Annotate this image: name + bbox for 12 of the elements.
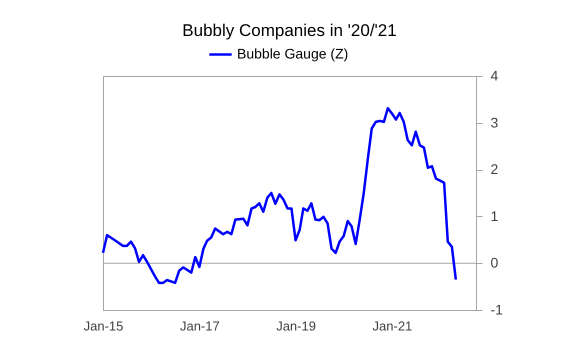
x-tick-label: Jan-15 <box>84 318 124 334</box>
y-tick-label: -1 <box>490 302 504 318</box>
legend-label: Bubble Gauge (Z) <box>237 46 348 62</box>
y-tick-label: 3 <box>490 114 498 130</box>
x-tick-label: Jan-21 <box>372 318 412 334</box>
chart-title: Bubbly Companies in '20/'21 <box>182 21 397 40</box>
y-tick-label: 0 <box>490 254 498 271</box>
x-tick-label: Jan-19 <box>276 318 316 334</box>
y-tick-label: 4 <box>490 68 498 84</box>
y-tick-label: 1 <box>490 208 498 224</box>
x-tick-label: Jan-17 <box>180 318 220 334</box>
y-tick-label: 2 <box>490 161 498 178</box>
